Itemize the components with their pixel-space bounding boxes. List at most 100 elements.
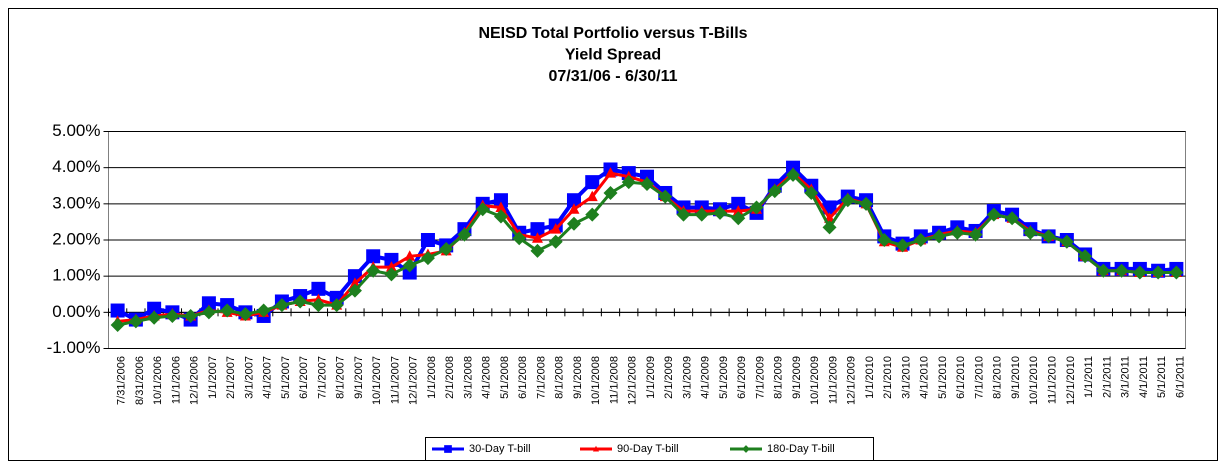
chart-title: NEISD Total Portfolio versus T-Bills xyxy=(478,25,747,42)
marker xyxy=(840,193,855,208)
marker xyxy=(986,207,1001,222)
marker xyxy=(1059,234,1074,249)
x-tick-label: 12/1/2010 xyxy=(1065,356,1077,405)
x-tick-label: 6/1/2007 xyxy=(298,356,310,399)
x-tick-label: 10/1/2006 xyxy=(152,356,164,405)
marker xyxy=(1078,249,1093,264)
marker xyxy=(585,175,600,190)
legend-label: 180-Day T-bill xyxy=(767,443,835,455)
marker xyxy=(1151,265,1166,280)
marker xyxy=(384,267,399,282)
marker xyxy=(110,303,125,318)
x-tick-label: 12/1/2007 xyxy=(408,356,420,405)
marker xyxy=(183,308,198,323)
x-tick-label: 7/1/2007 xyxy=(316,356,328,399)
marker xyxy=(676,207,691,222)
x-tick-label: 6/1/2010 xyxy=(955,356,967,399)
x-tick-label: 12/1/2008 xyxy=(627,356,639,405)
marker xyxy=(420,251,435,266)
marker xyxy=(347,283,362,298)
marker xyxy=(493,193,508,208)
marker xyxy=(968,227,983,242)
x-tick-label: 8/1/2008 xyxy=(554,356,566,399)
x-tick-label: 3/1/2007 xyxy=(243,356,255,399)
x-tick-label: 2/1/2008 xyxy=(444,356,456,399)
x-tick-label: 8/1/2007 xyxy=(335,356,347,399)
x-tick-label: 7/31/2006 xyxy=(116,356,128,405)
x-tick-label: 11/1/2008 xyxy=(608,356,620,404)
marker xyxy=(512,231,527,246)
x-tick-label: 3/1/2009 xyxy=(681,356,693,399)
marker xyxy=(385,261,397,272)
marker xyxy=(603,185,618,200)
marker xyxy=(786,167,801,182)
marker xyxy=(1023,225,1038,240)
x-tick-label: 1/1/2010 xyxy=(864,356,876,399)
marker xyxy=(366,249,381,264)
marker xyxy=(1132,265,1147,280)
marker xyxy=(621,175,636,190)
x-tick-label: 3/1/2008 xyxy=(462,356,474,399)
y-tick-label: 3.00% xyxy=(52,193,100,212)
x-tick-label: 4/1/2010 xyxy=(919,356,931,399)
marker xyxy=(329,298,344,313)
marker xyxy=(110,317,125,332)
x-tick-label: 11/1/2006 xyxy=(170,356,182,404)
x-tick-label: 11/1/2010 xyxy=(1046,356,1058,404)
x-tick-label: 5/1/2010 xyxy=(937,356,949,399)
x-tick-label: 4/1/2009 xyxy=(700,356,712,399)
x-tick-label: 3/1/2011 xyxy=(1120,356,1132,398)
marker xyxy=(895,238,910,253)
marker xyxy=(238,307,253,322)
x-tick-label: 7/1/2008 xyxy=(535,356,547,399)
marker xyxy=(128,314,143,329)
marker xyxy=(586,190,598,202)
x-tick-label: 8/1/2010 xyxy=(992,356,1004,399)
marker xyxy=(475,202,490,217)
marker xyxy=(457,227,472,242)
marker xyxy=(658,189,673,204)
legend-label: 30-Day T-bill xyxy=(469,443,531,455)
legend-label: 90-Day T-bill xyxy=(617,443,679,455)
marker xyxy=(694,207,709,222)
x-tick-label: 5/1/2009 xyxy=(718,356,730,399)
marker xyxy=(592,445,600,452)
chart-title: 07/31/06 - 6/30/11 xyxy=(549,68,678,85)
x-tick-label: 10/1/2009 xyxy=(809,356,821,405)
y-tick-label: 1.00% xyxy=(52,266,100,285)
x-tick-label: 9/1/2009 xyxy=(791,356,803,399)
marker xyxy=(731,196,746,211)
marker xyxy=(420,233,435,247)
x-tick-label: 9/1/2010 xyxy=(1010,356,1022,399)
marker xyxy=(531,232,543,243)
marker xyxy=(731,211,746,226)
series xyxy=(110,167,1184,332)
x-tick-label: 11/1/2009 xyxy=(827,356,839,404)
x-tick-label: 5/1/2008 xyxy=(499,356,511,399)
marker xyxy=(402,258,417,273)
x-tick-label: 10/1/2008 xyxy=(590,356,602,405)
x-tick-label: 4/1/2011 xyxy=(1138,356,1150,398)
marker xyxy=(311,281,326,296)
marker xyxy=(530,243,545,258)
legend-box xyxy=(425,437,874,461)
legend: 30-Day T-bill 90-Day T-bill 180-Day T-bill xyxy=(425,437,874,461)
marker xyxy=(201,305,216,320)
marker xyxy=(913,233,928,247)
marker xyxy=(732,205,744,216)
x-tick-label: 6/1/2011 xyxy=(1174,356,1186,398)
marker xyxy=(493,209,508,224)
marker xyxy=(859,196,874,211)
chart-title: Yield Spread xyxy=(565,47,661,64)
marker xyxy=(749,200,764,215)
x-tick-label: 7/1/2010 xyxy=(973,356,985,399)
marker xyxy=(256,303,271,318)
marker xyxy=(640,176,654,191)
marker xyxy=(147,310,162,325)
marker xyxy=(1114,263,1129,278)
x-tick-label: 12/1/2009 xyxy=(846,356,858,405)
marker xyxy=(220,303,235,318)
marker xyxy=(274,298,289,313)
x-tick-label: 9/1/2008 xyxy=(572,356,584,399)
y-tick-label: 4.00% xyxy=(52,157,100,176)
